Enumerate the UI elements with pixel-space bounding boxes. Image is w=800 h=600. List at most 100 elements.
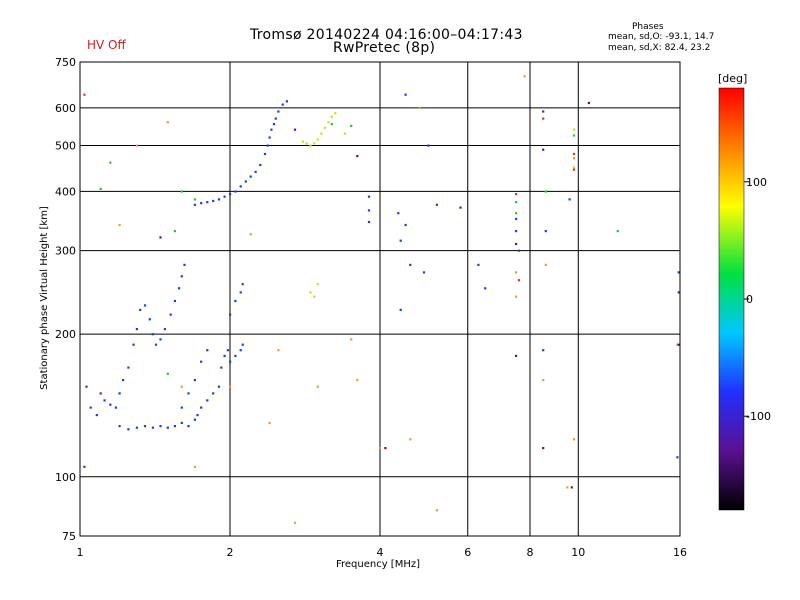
data-point (422, 271, 426, 274)
data-point (517, 249, 521, 252)
data-point (178, 287, 181, 290)
y-tick-label: 400 (55, 185, 76, 198)
data-point (309, 144, 312, 147)
data-point (180, 406, 183, 409)
data-point (173, 425, 176, 428)
plot-frame (79, 61, 681, 537)
data-point (515, 242, 518, 246)
data-point (418, 106, 421, 110)
data-point (515, 217, 518, 221)
chart-subtitle: RwPretec (8p) (333, 40, 436, 56)
data-point (515, 271, 518, 274)
data-point (542, 148, 545, 151)
data-point (330, 115, 333, 118)
data-point (270, 128, 273, 131)
colorbar-ticks: -100 0 100 (744, 176, 771, 423)
data-point (677, 271, 680, 274)
data-point (572, 152, 576, 156)
data-point (566, 486, 569, 489)
data-point (277, 349, 280, 352)
data-point (542, 110, 545, 113)
data-point (293, 128, 297, 131)
x-tick-label: 1 (77, 546, 84, 559)
data-point (356, 155, 359, 158)
x-tick-label: 8 (527, 546, 534, 559)
data-point (95, 414, 98, 417)
data-point (180, 385, 183, 388)
data-point (229, 360, 232, 363)
data-point (99, 392, 102, 395)
data-point (239, 291, 242, 294)
data-point (293, 521, 297, 524)
data-point (677, 343, 680, 346)
data-point (135, 144, 138, 147)
x-tick-label: 10 (571, 546, 585, 559)
data-point (229, 385, 232, 388)
data-point (515, 193, 518, 196)
data-point (515, 201, 518, 204)
data-point (148, 318, 151, 321)
data-point (281, 103, 284, 106)
data-point (212, 392, 215, 395)
x-tick-label: 4 (377, 546, 384, 559)
data-point (320, 132, 323, 135)
data-point (477, 263, 480, 266)
data-point (200, 202, 203, 205)
chart-title: Tromsø 20140224 04:16:00–04:17:43 (250, 27, 523, 43)
data-point (404, 93, 407, 96)
data-point (367, 209, 371, 212)
data-point (285, 100, 288, 103)
data-point (313, 295, 316, 298)
data-point (249, 175, 252, 178)
data-point (139, 308, 142, 311)
data-point (151, 426, 154, 429)
data-point (572, 134, 576, 137)
data-point (676, 343, 679, 346)
colorbar-label: [deg] (718, 72, 747, 85)
data-point (384, 447, 387, 450)
data-point (570, 486, 573, 489)
data-point (309, 291, 312, 294)
data-point (316, 283, 319, 286)
data-point (151, 333, 154, 336)
data-point (109, 403, 112, 406)
phase-stats-o: mean, sd,O: -93.1, 14.7 (608, 32, 715, 42)
data-point (350, 338, 353, 341)
data-point (173, 230, 176, 233)
data-point (274, 117, 277, 120)
data-point (517, 279, 521, 282)
data-point (118, 223, 121, 227)
data-point (350, 124, 353, 127)
data-point (254, 170, 257, 173)
data-point (515, 354, 518, 357)
data-point (435, 203, 438, 206)
data-point (127, 366, 130, 369)
data-point (515, 295, 518, 298)
data-point (272, 123, 276, 126)
x-tick-label: 16 (673, 546, 687, 559)
data-point (212, 199, 215, 203)
data-point (572, 166, 576, 169)
data-point (229, 313, 232, 316)
data-point (459, 206, 462, 209)
data-point (572, 128, 576, 131)
data-point (316, 385, 319, 388)
colorbar-tick-label: 0 (746, 293, 753, 306)
data-point (83, 465, 86, 468)
data-point (159, 236, 162, 239)
data-point (193, 198, 196, 201)
data-point (484, 287, 487, 290)
data-point (409, 438, 412, 441)
data-point (127, 428, 130, 431)
data-point (544, 263, 547, 266)
data-point (159, 425, 162, 428)
data-point (118, 425, 121, 428)
data-point (427, 144, 430, 147)
data-point (173, 299, 176, 303)
data-point (544, 230, 547, 233)
data-point (301, 140, 304, 143)
data-point (316, 138, 319, 141)
data-point (109, 161, 112, 164)
data-point (206, 399, 209, 402)
